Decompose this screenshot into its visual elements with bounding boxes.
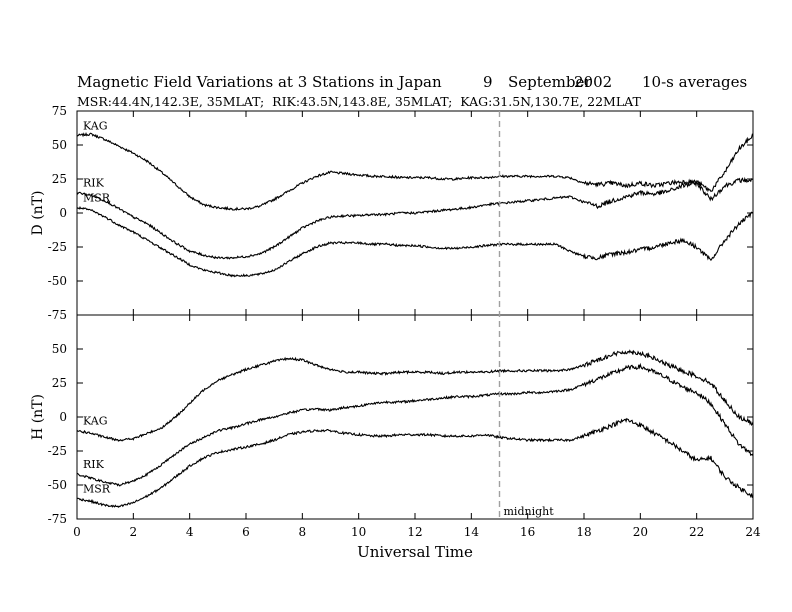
series-label-msr: MSR	[83, 192, 111, 205]
series-line-msr	[76, 417, 754, 509]
y-tick-label: 50	[52, 342, 67, 356]
averaging-label: 10-s averages	[642, 73, 748, 91]
x-tick-label: 4	[186, 525, 194, 539]
series-label-kag: KAG	[83, 119, 108, 132]
y-tick-label: 25	[52, 376, 67, 390]
x-tick-label: 24	[745, 525, 761, 539]
y-tick-label: -50	[48, 274, 67, 288]
series-label-msr: MSR	[83, 483, 111, 496]
x-tick-label: 8	[299, 525, 307, 539]
y-tick-label: 0	[59, 410, 67, 424]
y-tick-label: 75	[52, 104, 67, 118]
x-tick-label: 18	[576, 525, 591, 539]
y-tick-label: -75	[48, 512, 67, 526]
x-tick-label: 20	[633, 525, 648, 539]
series-line-kag	[76, 132, 754, 211]
y-axis-label-1: H (nT)	[30, 394, 46, 440]
y-tick-label: 50	[52, 138, 67, 152]
series-line-rik	[76, 362, 754, 487]
x-tick-label: 6	[242, 525, 250, 539]
x-tick-label: 0	[73, 525, 81, 539]
x-tick-label: 12	[407, 525, 422, 539]
series-label-kag: KAG	[83, 415, 108, 428]
series-line-msr	[76, 205, 754, 278]
series-line-rik	[76, 176, 753, 260]
x-tick-label: 14	[464, 525, 480, 539]
series-label-rik: RIK	[83, 177, 105, 190]
y-tick-label: -25	[48, 444, 67, 458]
date-day: 9	[483, 73, 493, 91]
y-tick-label: 25	[52, 172, 67, 186]
x-tick-label: 16	[520, 525, 535, 539]
x-tick-label: 22	[689, 525, 704, 539]
series-line-kag	[76, 349, 754, 442]
series-label-rik: RIK	[83, 458, 105, 471]
stations-info: MSR:44.4N,142.3E, 35MLAT; RIK:43.5N,143.…	[77, 94, 641, 109]
y-axis-label-0: D (nT)	[30, 191, 46, 236]
date-year: 2002	[574, 73, 613, 91]
midnight-label: midnight	[504, 505, 555, 518]
y-tick-label: 0	[59, 206, 67, 220]
panel-frame-0	[76, 110, 754, 316]
x-axis-label: Universal Time	[357, 543, 473, 561]
x-tick-label: 2	[130, 525, 138, 539]
date-month: September	[508, 73, 592, 91]
panel-frame-1	[76, 314, 754, 520]
x-tick-label: 10	[351, 525, 366, 539]
y-tick-label: -75	[48, 308, 67, 322]
y-tick-label: -50	[48, 478, 67, 492]
y-tick-label: -25	[48, 240, 67, 254]
chart-title: Magnetic Field Variations at 3 Stations …	[77, 73, 442, 91]
